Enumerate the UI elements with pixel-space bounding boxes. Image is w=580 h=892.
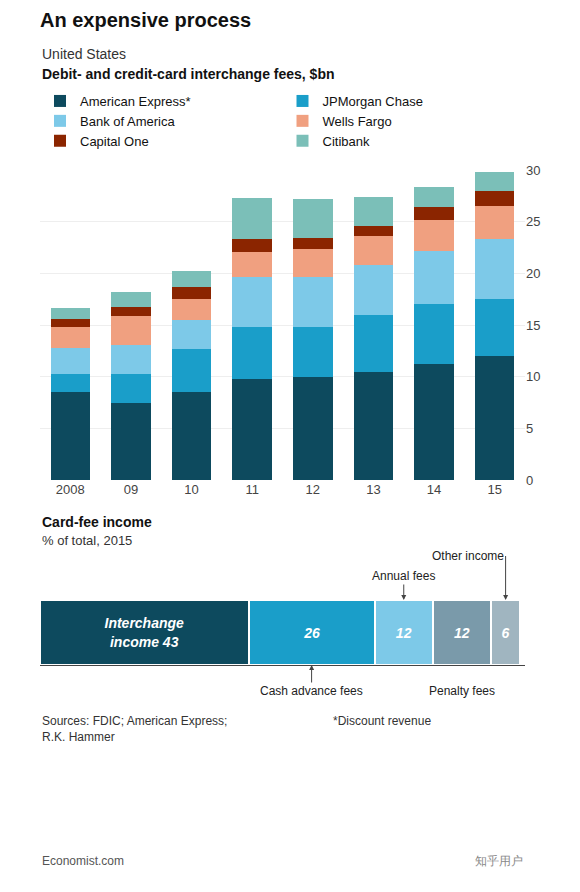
svg-text:20: 20	[526, 266, 540, 281]
svg-text:6: 6	[502, 625, 510, 641]
svg-text:Sources: FDIC; American Expres: Sources: FDIC; American Express;R.K. Ham…	[42, 714, 227, 744]
svg-text:知乎用户: 知乎用户	[475, 854, 523, 868]
svg-text:Bank of America: Bank of America	[80, 114, 175, 129]
svg-text:13: 13	[366, 482, 380, 497]
svg-text:09: 09	[124, 482, 138, 497]
svg-text:United States: United States	[42, 46, 126, 62]
svg-text:12: 12	[396, 625, 412, 641]
svg-text:25: 25	[526, 214, 540, 229]
svg-text:*Discount revenue: *Discount revenue	[333, 714, 431, 728]
svg-text:0: 0	[526, 473, 533, 488]
svg-text:Debit- and credit-card interch: Debit- and credit-card interchange fees,…	[42, 66, 335, 82]
svg-text:Capital One: Capital One	[80, 134, 149, 149]
svg-text:Annual fees: Annual fees	[372, 569, 435, 583]
svg-text:Card-fee income: Card-fee income	[42, 514, 152, 530]
svg-text:14: 14	[427, 482, 441, 497]
svg-text:10: 10	[184, 482, 198, 497]
svg-text:10: 10	[526, 369, 540, 384]
svg-text:Cash advance fees: Cash advance fees	[260, 684, 363, 698]
svg-text:An expensive process: An expensive process	[40, 9, 251, 31]
svg-text:15: 15	[526, 318, 540, 333]
svg-text:Penalty fees: Penalty fees	[429, 684, 495, 698]
svg-text:2008: 2008	[56, 482, 85, 497]
svg-text:% of total, 2015: % of total, 2015	[42, 533, 132, 548]
svg-text:26: 26	[303, 625, 320, 641]
svg-text:Wells Fargo: Wells Fargo	[323, 114, 392, 129]
svg-text:15: 15	[487, 482, 501, 497]
svg-text:Citibank: Citibank	[323, 134, 370, 149]
svg-text:American Express*: American Express*	[80, 94, 191, 109]
svg-text:5: 5	[526, 421, 533, 436]
svg-text:12: 12	[454, 625, 470, 641]
svg-text:JPMorgan Chase: JPMorgan Chase	[323, 94, 423, 109]
svg-text:12: 12	[306, 482, 320, 497]
svg-text:Economist.com: Economist.com	[42, 854, 124, 868]
svg-text:30: 30	[526, 163, 540, 178]
svg-text:Interchangeincome 43: Interchangeincome 43	[104, 615, 184, 649]
svg-text:Other income: Other income	[432, 549, 504, 563]
svg-text:11: 11	[245, 482, 259, 497]
